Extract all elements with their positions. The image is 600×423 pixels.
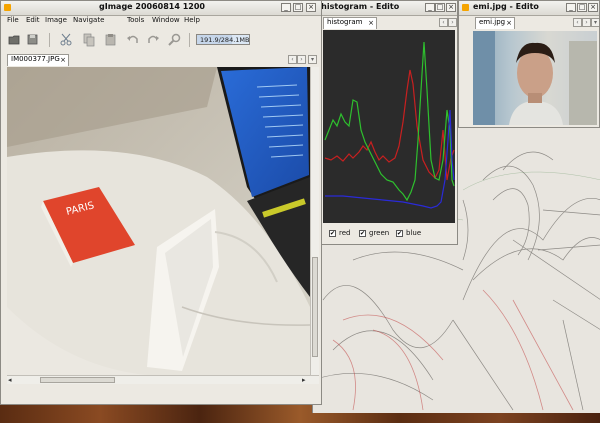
undo-icon[interactable] [125,32,140,47]
main-titlebar[interactable]: gImage 20060814 1200 _ □ × [1,1,321,16]
menu-help[interactable]: Help [184,16,200,24]
portrait-figure [473,31,597,125]
blue-checkbox-label: blue [406,229,422,237]
close-icon[interactable]: × [588,3,598,12]
tab-list-icon[interactable]: ▾ [591,18,599,27]
emi-window: emi.jpg - Edito _ □ × emi.jpg × ‹ › ▾ [458,0,600,128]
close-icon[interactable]: × [306,3,316,12]
tab-histogram-label: histogram [327,18,363,26]
tab-prev-icon[interactable]: ‹ [439,18,448,27]
redo-icon[interactable] [146,32,161,47]
vertical-scroll-thumb[interactable] [312,257,318,357]
image-tabstrip: IM000377.JPG × ‹ › ▾ [5,54,319,66]
histogram-tabstrip: histogram × ‹ › [323,17,457,29]
histogram-window: w histogram - Edito _ □ × histogram × ‹ … [308,0,458,245]
search-icon[interactable] [167,32,182,47]
tab-next-icon[interactable]: › [582,18,591,27]
photo-canvas: PARIS [7,67,311,375]
image-viewport: PARIS [7,67,311,375]
main-window: gImage 20060814 1200 _ □ × File Edit Ima… [0,0,322,405]
horizontal-scrollbar[interactable]: ◂ ▸ [7,375,319,384]
maximize-icon[interactable]: □ [293,3,303,12]
scroll-left-icon[interactable]: ◂ [8,376,12,384]
close-icon[interactable]: × [60,56,66,64]
memory-indicator[interactable]: 191.9/284.1MB [196,34,250,45]
maximize-icon[interactable]: □ [435,3,445,12]
minimize-icon[interactable]: _ [281,3,291,12]
tab-emi-label: emi.jpg [479,18,506,26]
menu-window[interactable]: Window [152,16,180,24]
toolbar-separator [189,33,190,47]
close-icon[interactable]: × [506,19,512,27]
green-checkbox[interactable]: ✔ [359,230,366,237]
minimize-icon[interactable]: _ [566,3,576,12]
scroll-right-icon[interactable]: ▸ [302,376,306,384]
menu-navigate[interactable]: Navigate [73,16,105,24]
green-checkbox-label: green [369,229,390,237]
copy-icon[interactable] [82,32,97,47]
blue-checkbox[interactable]: ✔ [396,230,403,237]
red-checkbox-label: red [339,229,351,237]
vertical-scrollbar[interactable] [310,67,319,375]
memory-text: 191.9/284.1MB [200,36,250,44]
histogram-chart [323,30,455,223]
histogram-plot [323,30,455,223]
tab-list-icon[interactable]: ▾ [308,55,317,64]
tab-next-icon[interactable]: › [297,55,306,64]
save-icon[interactable] [25,32,40,47]
toolbar: 191.9/284.1MB [1,28,321,52]
cut-icon[interactable] [59,32,74,47]
app-icon [462,4,469,11]
menu-tools[interactable]: Tools [127,16,145,24]
emi-titlebar[interactable]: emi.jpg - Edito _ □ × [459,1,599,16]
red-checkbox[interactable]: ✔ [329,230,336,237]
close-icon[interactable]: × [446,3,456,12]
main-window-title: gImage 20060814 1200 [99,2,205,11]
portrait-photo [473,31,597,125]
menu-edit[interactable]: Edit [26,16,40,24]
menu-image[interactable]: Image [45,16,67,24]
channel-checkboxes: ✔ red ✔ green ✔ blue [327,229,457,239]
histogram-window-title: w histogram - Edito [311,2,400,11]
close-icon[interactable]: × [368,19,374,27]
tab-prev-icon[interactable]: ‹ [288,55,297,64]
tab-histogram[interactable]: histogram × [323,17,377,29]
app-icon [4,4,11,11]
open-icon[interactable] [7,32,22,47]
blue-channel-line [325,109,455,209]
memory-usage-fill [197,35,232,44]
horizontal-scroll-thumb[interactable] [40,377,115,383]
toolbar-separator [49,33,50,47]
green-channel-line [324,41,455,202]
emi-window-title: emi.jpg - Edito [473,2,539,11]
red-channel-line [324,69,455,181]
tab-image[interactable]: IM000377.JPG × [7,54,69,66]
tab-emi[interactable]: emi.jpg × [475,17,515,29]
tab-image-label: IM000377.JPG [11,55,60,63]
emi-tabstrip: emi.jpg × ‹ › ▾ [475,17,599,29]
tab-next-icon[interactable]: › [448,18,457,27]
maximize-icon[interactable]: □ [577,3,587,12]
paste-icon[interactable] [103,32,118,47]
tab-prev-icon[interactable]: ‹ [573,18,582,27]
minimize-icon[interactable]: _ [425,3,435,12]
menu-file[interactable]: File [7,16,19,24]
histogram-titlebar[interactable]: w histogram - Edito _ □ × [309,1,457,16]
menu-bar: File Edit Image Navigate Tools Window He… [1,15,321,26]
